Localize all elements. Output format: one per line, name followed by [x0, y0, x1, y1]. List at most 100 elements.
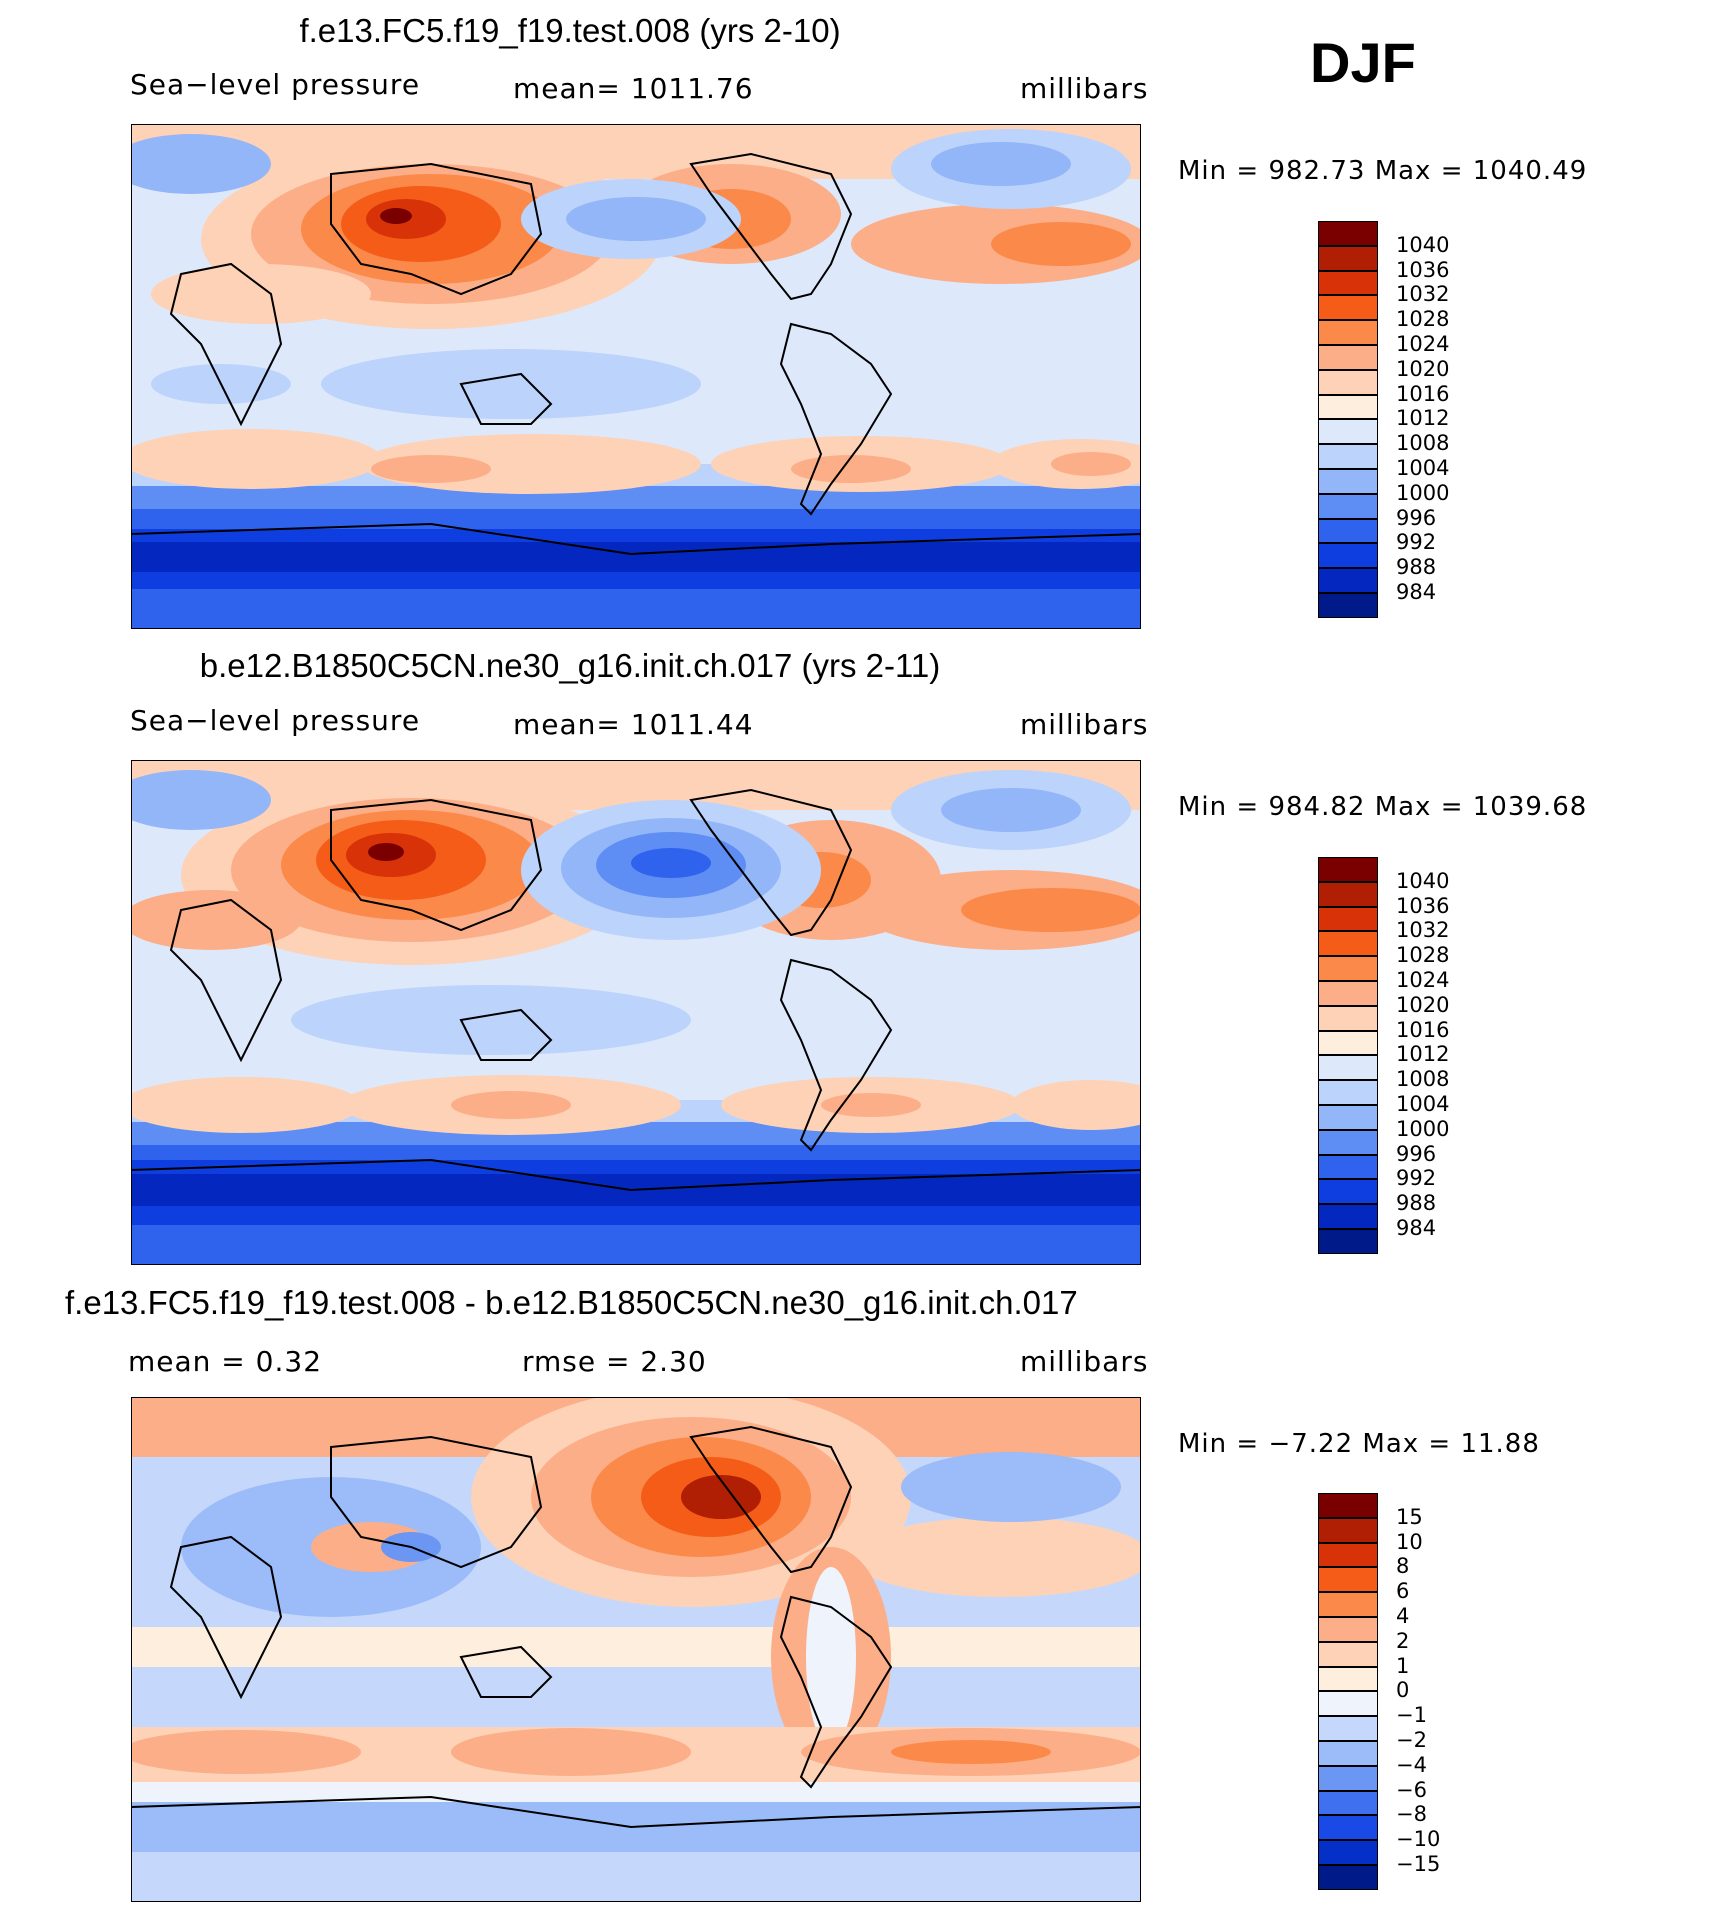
colorbar-swatch [1318, 1542, 1378, 1568]
colorbar-label: 1016 [1396, 381, 1450, 406]
colorbar-swatch [1318, 270, 1378, 296]
colorbar-label: 1000 [1396, 480, 1450, 505]
panel-3-map-svg [131, 1397, 1141, 1902]
colorbar-swatch [1318, 1765, 1378, 1791]
colorbar-label: 1020 [1396, 356, 1450, 381]
colorbar-swatch [1318, 1567, 1378, 1593]
colorbar-swatch [1318, 881, 1378, 907]
colorbar-label: 984 [1396, 580, 1437, 604]
colorbar-swatch [1318, 931, 1378, 957]
colorbar-swatch [1318, 1129, 1378, 1155]
panel-1-map [131, 124, 1141, 629]
coastlines [131, 152, 1141, 629]
colorbar-swatch [1318, 1080, 1378, 1105]
colorbar-swatch [1318, 1005, 1378, 1031]
panel-2-title: b.e12.B1850C5CN.ne30_g16.init.ch.017 (yr… [199, 647, 941, 684]
colorbar-label: 992 [1396, 530, 1437, 555]
colorbar-label: −10 [1396, 1827, 1441, 1852]
colorbar-label: 1024 [1396, 968, 1450, 992]
panel-1-units: millibars [1020, 72, 1149, 105]
colorbar-swatch [1318, 221, 1378, 246]
colorbar-label: 1024 [1396, 332, 1450, 356]
colorbar-swatch [1318, 518, 1378, 544]
colorbar-label: 1012 [1396, 1042, 1450, 1067]
colorbar-label: 1036 [1396, 893, 1450, 918]
colorbar-swatch [1318, 857, 1378, 882]
colorbar-label: 1004 [1396, 456, 1450, 480]
colorbar-swatch [1318, 956, 1378, 981]
colorbar-swatch [1318, 419, 1378, 445]
colorbar-label: 2 [1396, 1628, 1410, 1653]
colorbar-label: 0 [1396, 1678, 1410, 1703]
colorbar-label: 1 [1396, 1653, 1410, 1678]
colorbar-swatch [1318, 1815, 1378, 1841]
colorbar-label: 992 [1396, 1166, 1437, 1191]
colorbar-label: 996 [1396, 505, 1437, 530]
colorbar-label: 1032 [1396, 282, 1450, 307]
panel-3-rmse: rmse = 2.30 [522, 1345, 707, 1378]
colorbar-label: 4 [1396, 1604, 1410, 1628]
panel-3-mean: mean = 0.32 [128, 1345, 323, 1378]
colorbar-swatch [1318, 981, 1378, 1006]
colorbar-swatch [1318, 1716, 1378, 1741]
colorbar-swatch [1318, 320, 1378, 345]
colorbar-swatch [1318, 1840, 1378, 1865]
panel-2-map [131, 760, 1141, 1265]
colorbar-swatch [1318, 1592, 1378, 1617]
panel-3-units: millibars [1020, 1345, 1149, 1378]
colorbar-label: 1016 [1396, 1017, 1450, 1042]
panel-2-map-svg [131, 760, 1141, 1265]
colorbar-label: 1040 [1396, 232, 1450, 257]
colorbar-swatch [1318, 469, 1378, 494]
colorbar-swatch [1318, 906, 1378, 932]
colorbar-swatch [1318, 1865, 1378, 1890]
colorbar-label: 1028 [1396, 307, 1450, 332]
colorbar-label: 1036 [1396, 257, 1450, 282]
colorbar-label: 1032 [1396, 918, 1450, 943]
colorbar-label: −4 [1396, 1752, 1427, 1777]
panel-2-mean: mean= 1011.44 [513, 708, 754, 741]
colorbar-label: 1004 [1396, 1092, 1450, 1116]
colorbar-swatch [1318, 1666, 1378, 1692]
colorbar-label: 988 [1396, 1191, 1437, 1216]
colorbar-label: −2 [1396, 1728, 1427, 1752]
colorbar-swatch [1318, 1179, 1378, 1205]
colorbar-swatch [1318, 1691, 1378, 1717]
colorbar-swatch [1318, 1617, 1378, 1642]
panel-1-title: f.e13.FC5.f19_f19.test.008 (yrs 2-10) [299, 12, 841, 49]
colorbar-swatch [1318, 1641, 1378, 1667]
colorbar-swatch [1318, 1517, 1378, 1543]
colorbar-swatch [1318, 568, 1378, 593]
panel-3-map [131, 1397, 1141, 1902]
colorbar-swatch [1318, 369, 1378, 395]
colorbar-swatch [1318, 1055, 1378, 1081]
colorbar-swatch [1318, 295, 1378, 321]
colorbar-label: 1028 [1396, 943, 1450, 968]
colorbar-label: 6 [1396, 1579, 1410, 1604]
colorbar-label: 10 [1396, 1529, 1423, 1554]
panel-1-map-svg [131, 124, 1141, 629]
colorbar-label: 1008 [1396, 1067, 1450, 1092]
colorbar-swatch [1318, 345, 1378, 370]
colorbar-swatch [1318, 1154, 1378, 1180]
coastlines [131, 788, 1141, 1265]
panel-3-minmax: Min = −7.22 Max = 11.88 [1178, 1429, 1540, 1459]
coastlines [131, 1425, 1141, 1902]
colorbar-swatch [1318, 1741, 1378, 1766]
colorbar-swatch [1318, 1030, 1378, 1056]
colorbar-swatch [1318, 394, 1378, 420]
panel-2-units: millibars [1020, 708, 1149, 741]
colorbar-label: 8 [1396, 1554, 1410, 1579]
colorbar-label: 1020 [1396, 992, 1450, 1017]
panel-2-variable: Sea−level pressure [130, 704, 421, 737]
colorbar-label: −1 [1396, 1703, 1427, 1728]
colorbar-swatch [1318, 593, 1378, 618]
colorbar-swatch [1318, 1229, 1378, 1254]
colorbar-label: 1012 [1396, 406, 1450, 431]
colorbar-label: 996 [1396, 1141, 1437, 1166]
colorbar-label: 1040 [1396, 868, 1450, 893]
colorbar-swatch [1318, 493, 1378, 519]
colorbar-swatch [1318, 1493, 1378, 1518]
panel-1-mean: mean= 1011.76 [513, 72, 754, 105]
colorbar-label: 1000 [1396, 1116, 1450, 1141]
